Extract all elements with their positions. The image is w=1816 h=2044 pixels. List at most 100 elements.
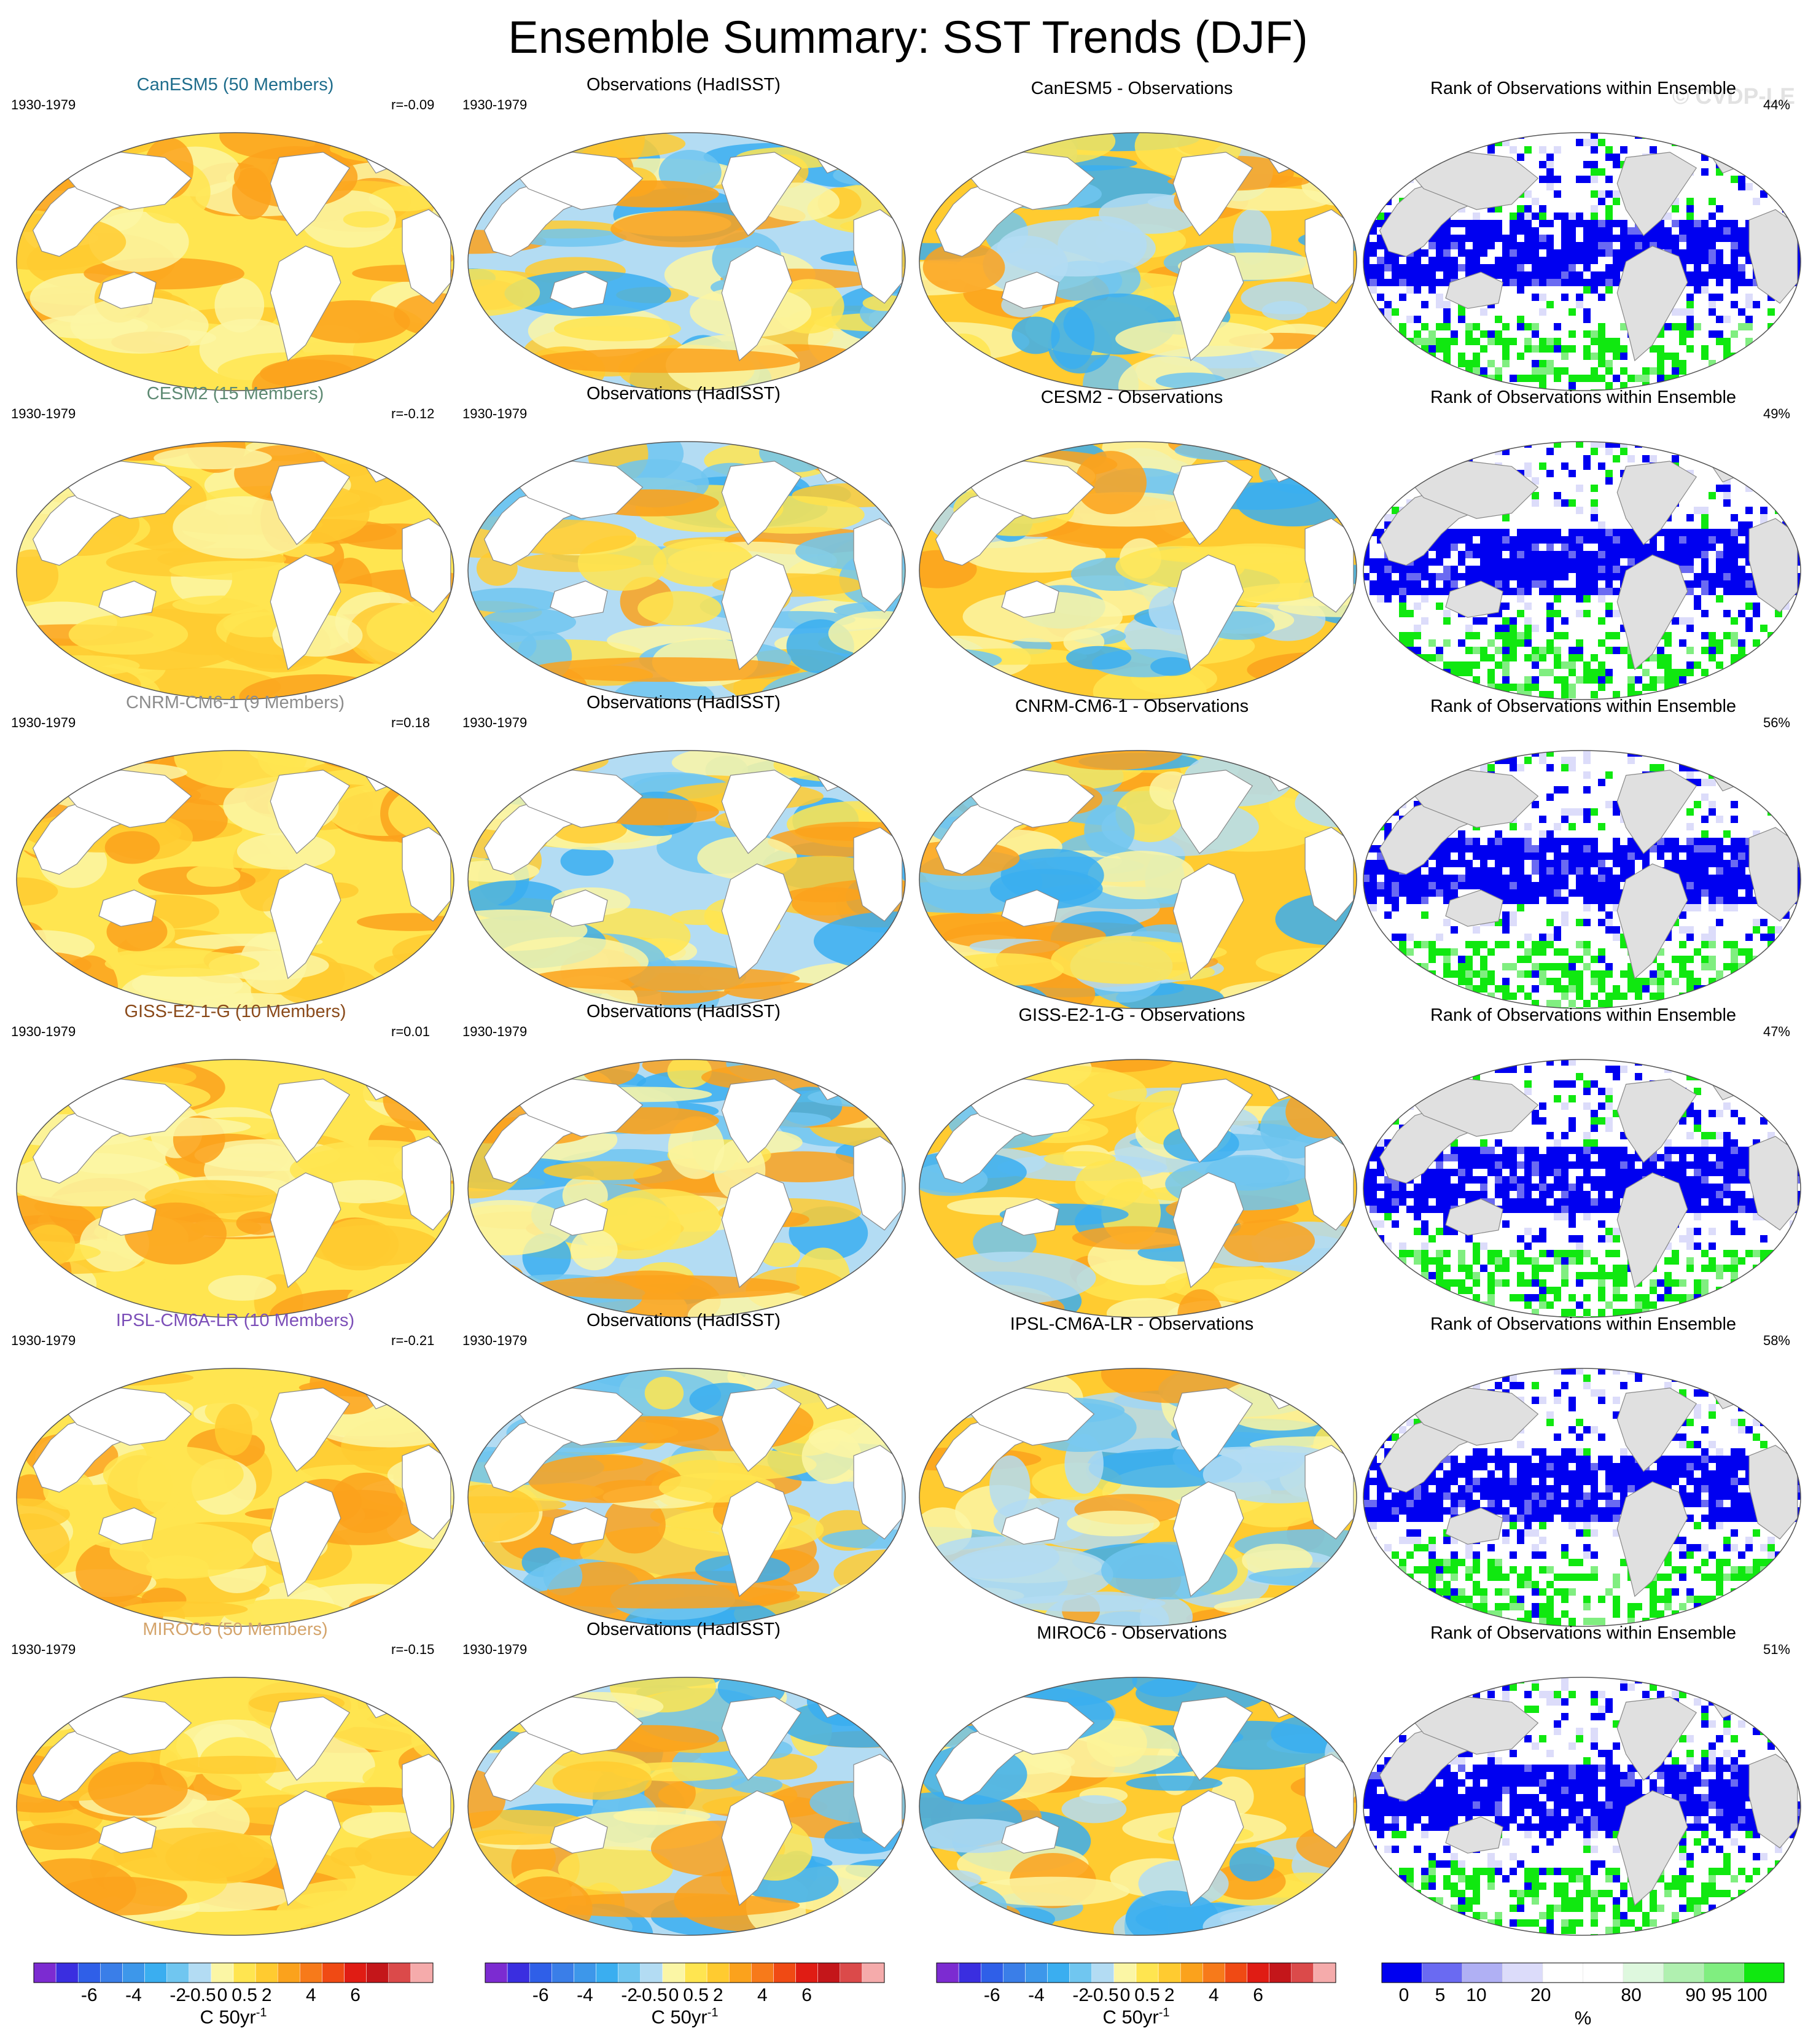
obs-title: Observations (HadISST) <box>586 75 781 95</box>
colorbar-swatch <box>1502 1962 1543 1983</box>
correlation-label: r=-0.09 <box>391 97 435 112</box>
colorbar-tick-label: -0.5 <box>636 1985 668 2005</box>
colorbar-tick-label: -0.5 <box>1087 1985 1119 2005</box>
colorbar-swatch <box>410 1962 434 1983</box>
rank-map <box>1363 1368 1801 1627</box>
rank-title: Rank of Observations within Ensemble <box>1430 388 1737 407</box>
period-label: 1930-1979 <box>11 406 76 421</box>
colorbar-tick-label: 0 <box>1399 1985 1409 2005</box>
colorbar-tick-label: 4 <box>306 1985 316 2005</box>
colorbar-swatch <box>507 1962 530 1983</box>
rank-map <box>1363 1677 1801 1936</box>
obs-title: Observations (HadISST) <box>586 1620 781 1639</box>
colorbar-swatch <box>596 1962 618 1983</box>
colorbar-swatch <box>1091 1962 1115 1983</box>
obs-title: Observations (HadISST) <box>586 693 781 712</box>
colorbar-swatch <box>618 1962 641 1983</box>
model-title: CESM2 (15 Members) <box>146 384 324 404</box>
trend-colorbar: -6 -4 -2-0.5 0 0.5 2 4 6 <box>33 1962 434 2005</box>
obs-title: Observations (HadISST) <box>586 384 781 404</box>
colorbar-swatch <box>662 1962 685 1983</box>
unit-exponent: -1 <box>1158 2006 1170 2019</box>
colorbar-swatch <box>485 1962 508 1983</box>
diff-map <box>919 1059 1357 1318</box>
colorbar-swatch <box>862 1962 885 1983</box>
diff-map <box>919 1368 1357 1627</box>
obs-title: Observations (HadISST) <box>586 1002 781 1021</box>
rank-title: Rank of Observations within Ensemble <box>1430 79 1737 98</box>
rank-percent: 58% <box>1763 1333 1790 1348</box>
colorbar-swatch <box>33 1962 57 1983</box>
colorbar-swatch <box>980 1962 1003 1983</box>
colorbar-swatch <box>1623 1962 1664 1983</box>
colorbar-tick-label: 10 <box>1466 1985 1486 2005</box>
colorbar-swatch <box>1180 1962 1203 1983</box>
colorbar-swatch <box>233 1962 256 1983</box>
colorbar-tick-label: 100 <box>1737 1985 1767 2005</box>
colorbar-tick-label: -6 <box>532 1985 549 2005</box>
colorbar-tick-label: 0 <box>1120 1985 1131 2005</box>
colorbar-swatch <box>684 1962 707 1983</box>
colorbar-unit: C 50yr-1 <box>1044 2006 1228 2028</box>
colorbar-tick-label: -2 <box>170 1985 186 2005</box>
colorbar-tick-label: 6 <box>1253 1985 1263 2005</box>
period-label: 1930-1979 <box>462 1642 528 1657</box>
obs-map <box>467 132 906 391</box>
colorbar-swatch <box>55 1962 79 1983</box>
trend-colorbar: -6 -4 -2-0.5 0 0.5 2 4 6 <box>936 1962 1336 2005</box>
colorbar-swatch <box>706 1962 730 1983</box>
correlation-label: r=-0.12 <box>391 406 435 421</box>
colorbar-tick-label: 4 <box>757 1985 768 2005</box>
page-title: Ensemble Summary: SST Trends (DJF) <box>508 12 1308 63</box>
colorbar-swatch <box>728 1962 752 1983</box>
colorbar-swatch <box>640 1962 663 1983</box>
colorbar-swatch <box>344 1962 367 1983</box>
obs-map <box>467 1677 906 1936</box>
colorbar-tick-label: -4 <box>577 1985 593 2005</box>
rank-title: Rank of Observations within Ensemble <box>1430 1314 1737 1334</box>
rank-title: Rank of Observations within Ensemble <box>1430 1623 1737 1643</box>
unit-exponent: -1 <box>255 2006 267 2019</box>
diff-title: CESM2 - Observations <box>1040 388 1223 407</box>
rank-percent: 51% <box>1763 1642 1790 1657</box>
diff-map <box>919 750 1357 1009</box>
colorbar-swatch <box>255 1962 278 1983</box>
period-label: 1930-1979 <box>11 1333 76 1348</box>
colorbar-swatch <box>122 1962 145 1983</box>
colorbar-tick-label: 0 <box>217 1985 228 2005</box>
colorbar-swatch <box>1291 1962 1314 1983</box>
model-map <box>16 1368 454 1627</box>
diff-title: GISS-E2-1-G - Observations <box>1018 1005 1245 1025</box>
diff-title: CanESM5 - Observations <box>1031 79 1233 98</box>
colorbar-swatch <box>840 1962 863 1983</box>
colorbar-swatch <box>144 1962 167 1983</box>
colorbar-swatch <box>166 1962 190 1983</box>
colorbar-swatch <box>322 1962 345 1983</box>
model-title: GISS-E2-1-G (10 Members) <box>124 1002 346 1021</box>
colorbar-swatch <box>1225 1962 1247 1983</box>
colorbar-swatch <box>551 1962 574 1983</box>
colorbar-tick-label: 90 <box>1685 1985 1705 2005</box>
colorbar-swatch <box>1663 1962 1704 1983</box>
colorbar-unit: C 50yr-1 <box>593 2006 777 2028</box>
colorbar-tick-label: 6 <box>801 1985 812 2005</box>
colorbar-swatch <box>1703 1962 1744 1983</box>
colorbar-swatch <box>1047 1962 1070 1983</box>
unit-exponent: -1 <box>707 2006 719 2019</box>
rank-percent: 49% <box>1763 406 1790 421</box>
colorbar-tick-label: 95 <box>1712 1985 1732 2005</box>
colorbar-swatch <box>1003 1962 1026 1983</box>
period-label: 1930-1979 <box>462 715 528 730</box>
model-map <box>16 750 454 1009</box>
model-map <box>16 441 454 700</box>
colorbar-tick-label: 20 <box>1530 1985 1551 2005</box>
colorbar-unit: % <box>1574 2007 1592 2029</box>
rank-title: Rank of Observations within Ensemble <box>1430 1005 1737 1025</box>
model-map <box>16 1059 454 1318</box>
colorbar-swatch <box>1744 1962 1785 1983</box>
model-title: CNRM-CM6-1 (9 Members) <box>125 693 345 712</box>
diff-map <box>919 1677 1357 1936</box>
colorbar-tick-label: -2 <box>1072 1985 1089 2005</box>
colorbar-swatch <box>958 1962 981 1983</box>
model-title: CanESM5 (50 Members) <box>136 75 334 95</box>
